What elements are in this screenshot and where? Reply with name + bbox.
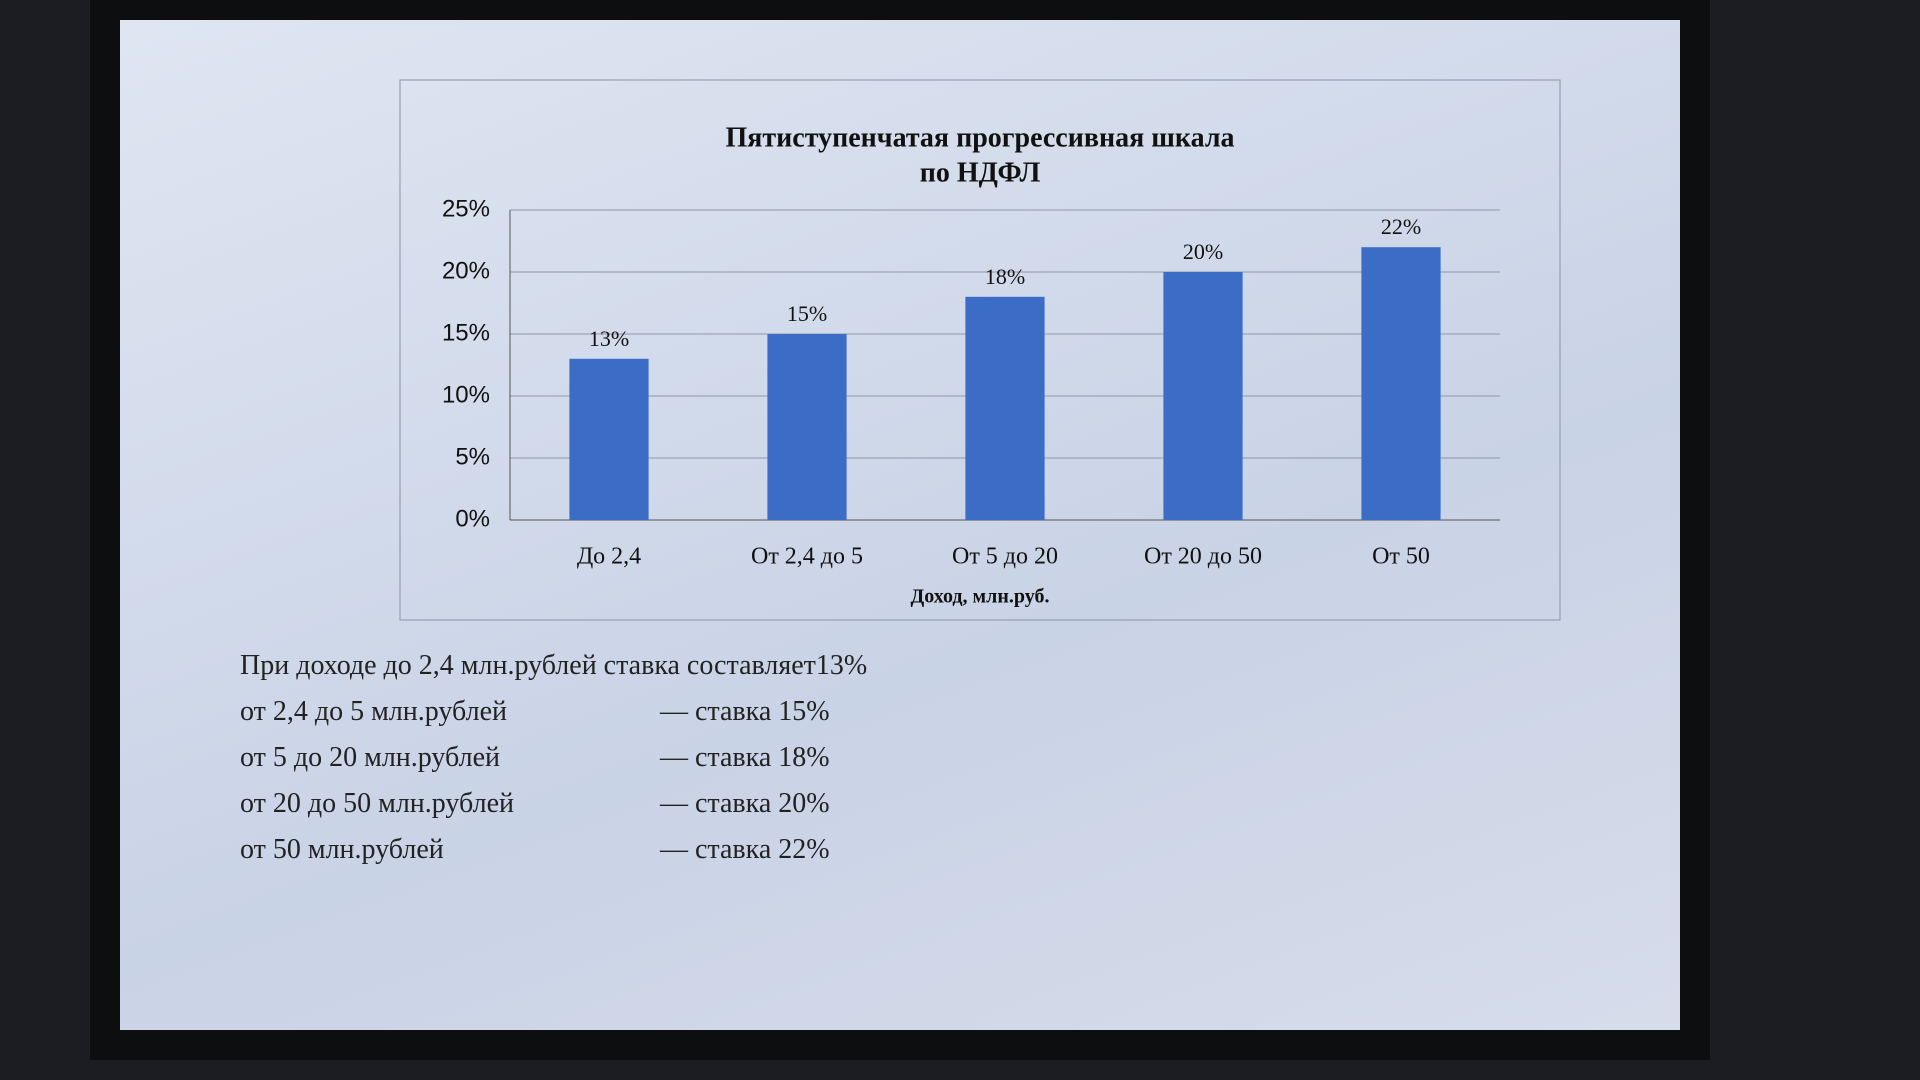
- chart-frame: [399, 79, 1561, 621]
- y-tick-label: 5%: [455, 443, 490, 470]
- note-row: от 50 млн.рублей — ставка 22%: [240, 834, 867, 866]
- x-axis-label: Доход, млн.руб.: [910, 586, 1049, 608]
- note-range: от 5 до 20 млн.рублей: [240, 742, 500, 773]
- note-rate: — ставка 22%: [660, 834, 830, 865]
- y-tick-label: 10%: [442, 381, 490, 408]
- value-label: 22%: [1381, 214, 1421, 239]
- bar: [569, 358, 649, 520]
- x-tick-label: От 5 до 20: [952, 544, 1058, 570]
- note-range: от 20 до 50 млн.рублей: [240, 788, 514, 819]
- note-range: от 2,4 до 5 млн.рублей: [240, 696, 507, 727]
- note-intro: При доходе до 2,4 млн.рублей ставка сост…: [240, 650, 868, 681]
- note-rate: — ставка 20%: [660, 788, 830, 819]
- bar: [767, 334, 847, 520]
- value-label: 13%: [589, 326, 629, 351]
- x-tick-label: От 20 до 50: [1144, 544, 1262, 570]
- bar: [1361, 247, 1441, 520]
- value-label: 15%: [787, 301, 827, 326]
- x-tick-label: От 50: [1372, 544, 1430, 570]
- chart-title: по НДФЛ: [920, 157, 1041, 188]
- y-tick-label: 25%: [442, 195, 490, 222]
- notes: При доходе до 2,4 млн.рублей ставка сост…: [240, 650, 867, 866]
- x-tick-label: До 2,4: [577, 544, 641, 570]
- value-label: 20%: [1183, 239, 1223, 264]
- y-tick-label: 0%: [455, 505, 490, 532]
- note-row: от 5 до 20 млн.рублей — ставка 18%: [240, 742, 867, 774]
- note-row: от 20 до 50 млн.рублей — ставка 20%: [240, 788, 867, 820]
- bar: [1163, 272, 1243, 520]
- x-tick-label: От 2,4 до 5: [751, 544, 863, 570]
- chart: Пятиступенчатая прогрессивная шкала по Н…: [399, 79, 1561, 621]
- note-row: от 2,4 до 5 млн.рублей — ставка 15%: [240, 696, 867, 728]
- y-tick-label: 20%: [442, 257, 490, 284]
- slide: Пятиступенчатая прогрессивная шкала по Н…: [120, 20, 1680, 1030]
- chart-title: Пятиступенчатая прогрессивная шкала: [725, 122, 1234, 153]
- y-tick-label: 15%: [442, 319, 490, 346]
- value-label: 18%: [985, 264, 1025, 289]
- bar: [965, 296, 1045, 520]
- note-range: от 50 млн.рублей: [240, 834, 444, 865]
- note-rate: — ставка 15%: [660, 696, 830, 727]
- note-rate: — ставка 18%: [660, 742, 830, 773]
